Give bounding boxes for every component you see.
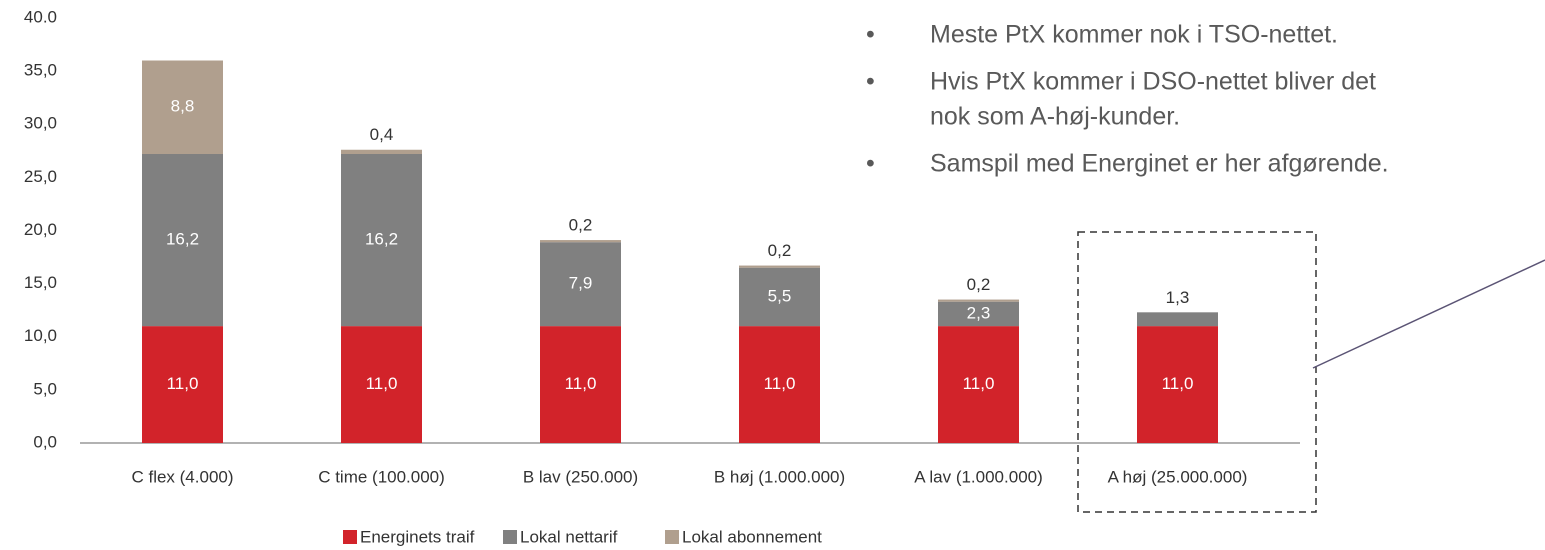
bar-segment [938,301,1019,327]
x-tick-label: C time (100.000) [318,467,445,486]
bar-segment [739,265,820,268]
y-tick-label: 10,0 [24,326,57,345]
value-label: 2,3 [967,303,991,322]
legend-label: Lokal abonnement [682,527,822,546]
y-tick-label: 0,0 [33,432,57,451]
value-label: 11,0 [963,374,995,393]
value-label: 1,3 [1166,288,1190,307]
y-tick-label: 40.0 [24,7,57,26]
x-tick-label: B høj (1.000.000) [714,467,845,486]
value-label: 0,2 [768,241,792,260]
bar-segment [142,60,223,154]
legend-swatch [503,530,517,544]
bar-segment [540,326,621,443]
bullet: • [866,21,875,49]
bar-segment [142,154,223,327]
value-label: 8,8 [171,97,195,116]
bar-segment [938,326,1019,443]
y-tick-label: 15,0 [24,273,57,292]
value-label: 16,2 [166,230,199,249]
value-label: 11,0 [1162,374,1194,393]
bullet: • [866,150,875,178]
bar-segment [1137,326,1218,443]
value-label: 0,2 [967,275,991,294]
y-tick-label: 30,0 [24,114,57,133]
value-label: 16,2 [365,230,398,249]
legend-swatch [343,530,357,544]
value-label: 5,5 [768,286,792,305]
y-tick-label: 35,0 [24,61,57,80]
bar-segment [938,299,1019,302]
bar-segment [739,326,820,443]
annotation: Samspil med Energinet er her afgørende. [930,150,1389,178]
legend-label: Energinets traif [360,527,475,546]
bar-segment [142,326,223,443]
bar-segment [540,240,621,243]
y-tick-label: 25,0 [24,167,57,186]
y-tick-label: 20,0 [24,220,57,239]
bar-segment [341,154,422,327]
x-tick-label: C flex (4.000) [131,467,233,486]
value-label: 11,0 [764,374,796,393]
legend-label: Lokal nettarif [520,527,618,546]
value-label: 0,4 [370,125,394,144]
x-tick-label: B lav (250.000) [523,467,638,486]
value-label: 0,2 [569,216,593,235]
bar-segment [540,242,621,327]
y-tick-label: 5,0 [33,379,57,398]
value-label: 7,9 [569,274,593,293]
connector-line [1312,259,1545,369]
value-label: 11,0 [366,374,398,393]
legend-swatch [665,530,679,544]
highlight-box [1077,231,1317,513]
annotation: Hvis PtX kommer i DSO-nettet bliver det [930,68,1376,96]
bar-segment [739,267,820,327]
bullet: • [866,68,875,96]
value-label: 11,0 [565,374,597,393]
x-tick-label: A lav (1.000.000) [914,467,1043,486]
bar-segment [341,326,422,443]
annotation: nok som A-høj-kunder. [930,103,1180,131]
value-label: 11,0 [167,374,199,393]
annotation: Meste PtX kommer nok i TSO-nettet. [930,21,1338,49]
bar-segment [341,149,422,154]
bar-segment [1137,312,1218,327]
x-tick-label: A høj (25.000.000) [1108,467,1248,486]
